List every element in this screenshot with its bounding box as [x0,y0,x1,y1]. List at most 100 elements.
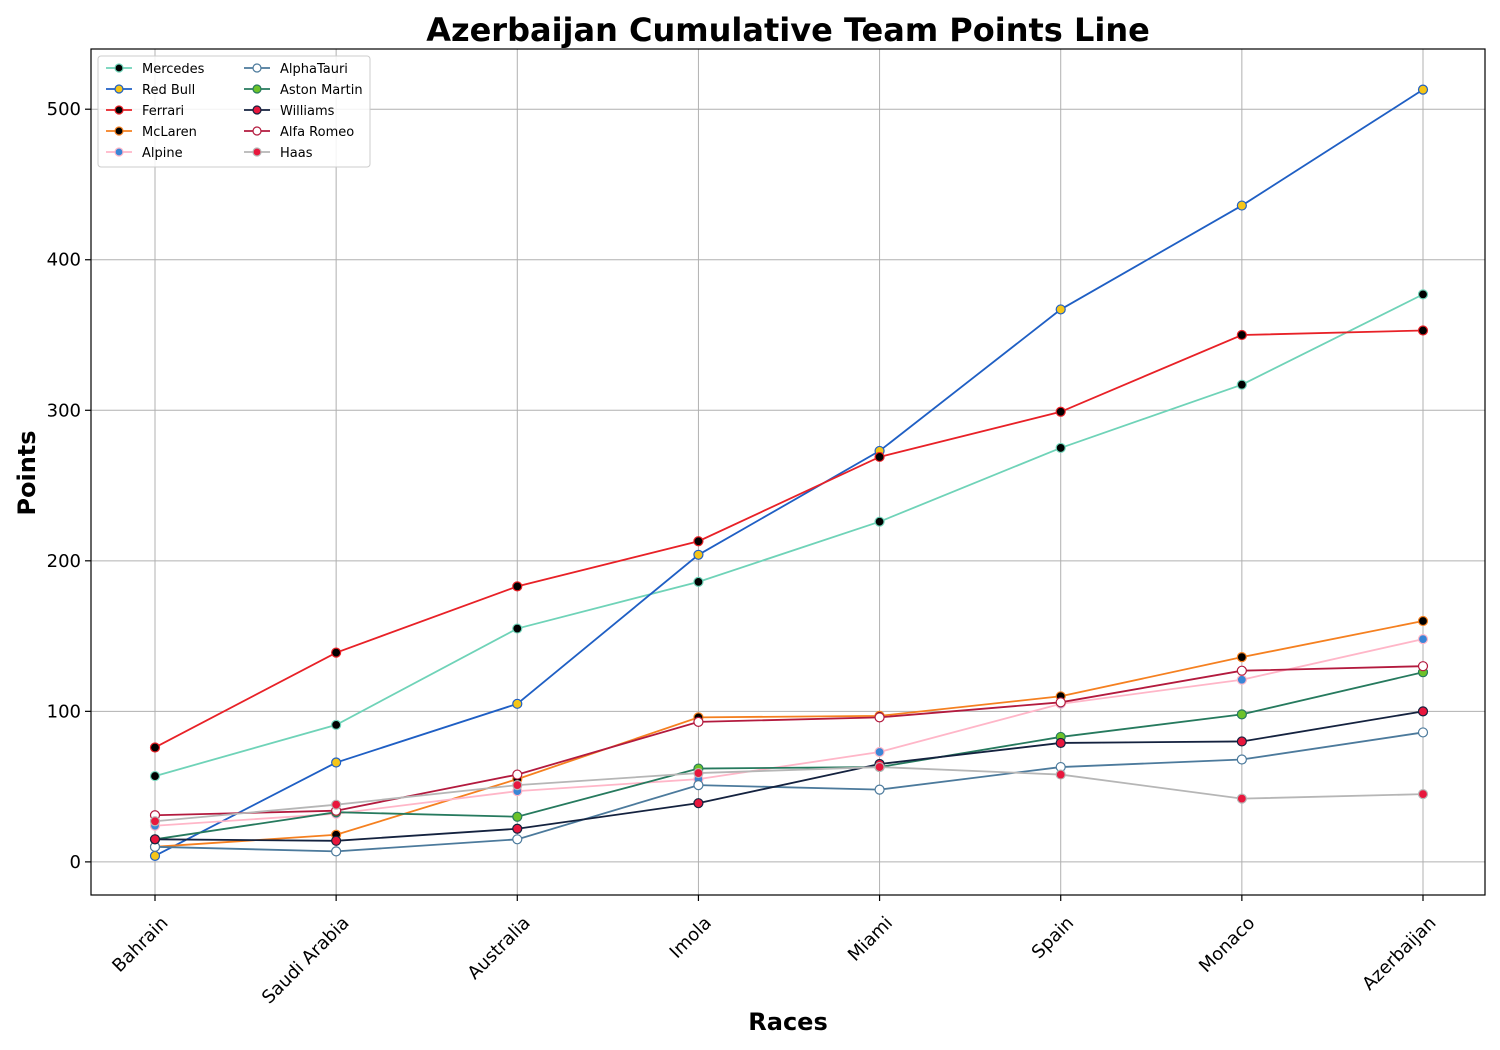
data-point-mclaren [1417,615,1429,627]
data-point-ferrari [149,742,161,753]
data-point-alpine [1236,674,1247,685]
data-point-alfa-romeo [512,769,523,780]
legend-marker [252,105,262,115]
series-haas [149,761,1429,827]
data-point-ferrari [693,536,704,547]
legend-box [97,55,371,168]
legend-marker [252,63,262,73]
data-point-red-bull [149,850,161,861]
series-ferrari [149,325,1429,753]
legend-label: Williams [280,104,335,119]
data-point-ferrari [331,647,342,658]
data-point-alphatauri [693,780,704,791]
data-point-haas [149,816,161,827]
legend-marker [252,147,262,157]
data-point-aston-martin [1236,709,1247,720]
series-line-williams [154,710,1424,842]
legend-label: McLaren [142,125,197,140]
y-axis-ticks: 0 100 200 300 400 500 [47,99,91,873]
data-point-alfa-romeo [1055,697,1066,708]
data-point-haas [874,761,885,773]
legend-item-aston-martin: Aston Martin [244,83,363,98]
data-point-ferrari [512,581,523,592]
legend-marker [252,126,262,136]
series-line-mercedes [154,293,1424,777]
data-point-red-bull [512,698,523,709]
data-point-alfa-romeo [693,716,704,727]
legend-marker [114,105,124,115]
legend-label: Red Bull [142,83,195,98]
data-point-alpine [1417,633,1429,645]
legend-label: Alfa Romeo [280,125,354,140]
data-point-mercedes [693,576,704,587]
data-point-williams [149,834,161,845]
legend-marker [114,147,124,157]
data-point-alfa-romeo [1236,665,1247,676]
legend-marker [114,84,124,94]
legend-marker [252,84,262,94]
y-tick-label: 200 [47,551,81,572]
data-point-haas [331,799,342,810]
data-point-alphatauri [331,846,342,857]
legend-label: Mercedes [142,62,205,77]
legend-label: Haas [280,146,313,161]
legend-label: AlphaTauri [280,62,348,77]
y-tick-label: 300 [47,400,81,421]
series-line-aston-martin [154,671,1424,841]
data-point-williams [1417,706,1429,717]
data-point-red-bull [331,757,342,768]
data-point-red-bull [1055,304,1066,315]
data-point-red-bull [693,549,704,560]
plot-frame [90,48,1486,896]
data-point-haas [1236,793,1247,804]
legend-item-mercedes: Mercedes [106,62,205,77]
legend: Mercedes Red Bull Ferrari McLaren Alpine Alph… [97,55,371,168]
series-line-ferrari [154,329,1424,749]
data-point-alphatauri [1417,727,1429,738]
series-line-red-bull [154,88,1424,857]
data-point-ferrari [1236,329,1247,341]
y-tick-label: 100 [47,701,81,722]
y-tick-label: 400 [47,250,81,271]
data-point-williams [693,798,704,809]
series-line-alfa-romeo [154,665,1424,817]
data-point-mercedes [874,516,885,527]
series-mercedes [149,289,1429,782]
data-point-ferrari [1055,406,1066,417]
data-point-mercedes [1417,289,1429,300]
legend-item-alfa-romeo: Alfa Romeo [244,125,354,140]
data-point-alfa-romeo [1417,661,1429,672]
data-point-alphatauri [512,834,523,845]
data-point-ferrari [1417,325,1429,336]
series-alphatauri [149,727,1429,857]
data-point-alpine [874,746,885,758]
data-point-red-bull [1417,84,1429,95]
legend-item-ferrari: Ferrari [106,104,184,119]
chart-title: Azerbaijan Cumulative Team Points Line [426,11,1150,49]
legend-label: Aston Martin [280,83,363,98]
series-line-mclaren [154,620,1424,848]
y-tick-label: 0 [70,852,81,873]
legend-item-red-bull: Red Bull [106,83,195,98]
legend-item-mclaren: McLaren [106,125,197,140]
data-point-haas [512,780,523,791]
series-line-haas [154,766,1424,823]
data-point-red-bull [1236,200,1247,211]
data-point-haas [1055,769,1066,780]
legend-item-haas: Haas [244,146,313,161]
legend-item-alpine: Alpine [106,146,183,161]
data-point-mercedes [512,623,523,634]
data-point-williams [1236,736,1247,747]
series-line-alpine [154,638,1424,827]
legend-marker [114,63,124,73]
data-point-williams [331,835,342,846]
data-point-mercedes [1055,442,1066,454]
data-point-haas [693,767,704,779]
legend-marker [114,126,124,136]
legend-item-williams: Williams [244,104,335,119]
data-point-williams [1055,737,1066,749]
legend-label: Ferrari [142,104,184,119]
data-point-mercedes [149,770,161,782]
series-line-alphatauri [154,731,1424,853]
